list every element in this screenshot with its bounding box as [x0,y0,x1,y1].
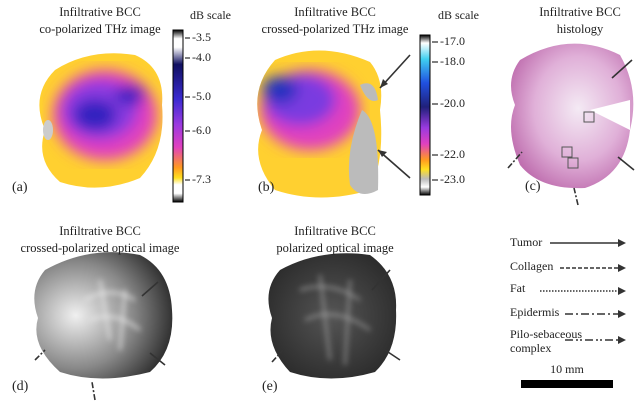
scale-tick: -5.0 [192,89,211,103]
colorbar-b [419,34,431,196]
panel-title: Infiltrative BCC [294,224,376,238]
scale-tick: -6.0 [192,123,211,137]
panel-label: (d) [12,379,29,394]
legend: Tumor Collagen Fat Epidermis Pilo-sebace… [510,235,626,355]
panel-label: (a) [12,180,28,195]
scale-ticks-a [185,37,190,181]
legend-label: Epidermis [510,305,560,319]
thz-image-a [39,53,163,188]
panel-title: Infiltrative BCC [539,5,621,19]
scale-title: dB scale [438,8,479,22]
scale-tick: -22.0 [440,147,465,161]
panel-label: (e) [262,379,278,394]
panel-title: co-polarized THz image [39,22,161,36]
scale-ticks-b [432,41,438,181]
legend-label: complex [510,341,551,355]
legend-label: Tumor [510,235,542,249]
scale-title: dB scale [190,8,231,22]
scale-tick: -17.0 [440,34,465,48]
panel-title: histology [557,22,604,36]
colorbar-a [172,29,184,203]
scale-tick: -23.0 [440,172,465,186]
panel-title: crossed-polarized THz image [262,22,409,36]
panel-title: Infiltrative BCC [294,5,376,19]
histology-image [507,43,635,206]
panel-title: Infiltrative BCC [59,5,141,19]
legend-label: Fat [510,281,526,295]
scale-bar [521,380,613,388]
scale-bar-label: 10 mm [550,362,584,376]
panel-title: Infiltrative BCC [59,224,141,238]
panel-title: crossed-polarized optical image [21,241,180,255]
scale-tick: -18.0 [440,54,465,68]
optical-image-d [34,252,173,401]
scale-tick: -20.0 [440,96,465,110]
optical-image-e [268,253,401,379]
panel-title: polarized optical image [276,241,394,255]
legend-label: Pilo-sebaceous [510,327,582,341]
scale-tick: -7.3 [192,172,211,186]
scale-tick: -3.5 [192,30,211,44]
scale-tick: -4.0 [192,50,211,64]
panel-label: (b) [258,180,275,195]
legend-label: Collagen [510,259,553,273]
thz-image-b [257,50,411,198]
panel-label: (c) [525,179,541,194]
